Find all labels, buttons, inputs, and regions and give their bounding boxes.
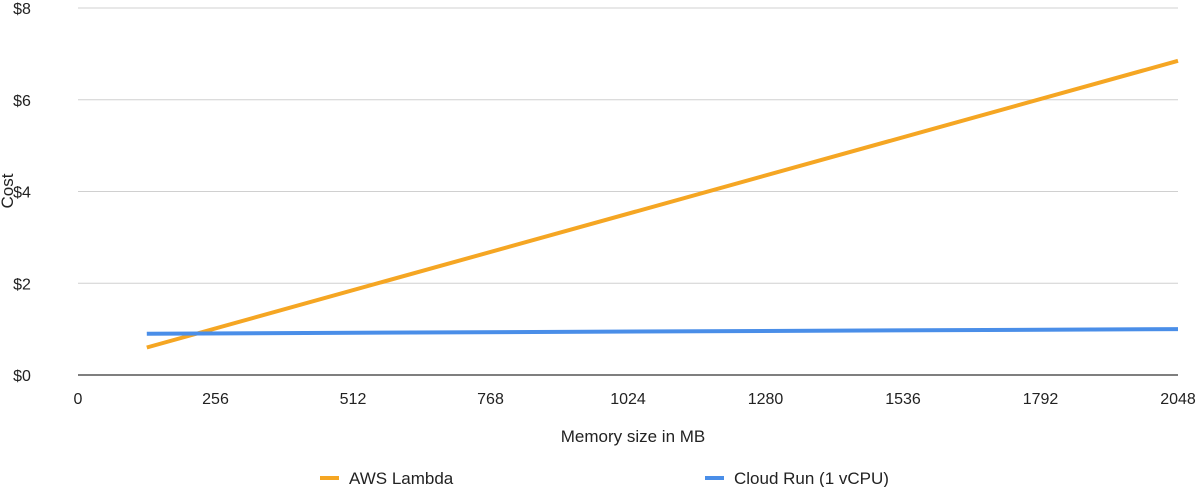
- legend: AWS Lambda Cloud Run (1 vCPU): [320, 469, 889, 487]
- y-tick-label: $6: [13, 93, 31, 110]
- series-line-0: [146, 58, 1179, 350]
- grid-lines: [78, 7, 1178, 284]
- x-tick-label: 2048: [1160, 391, 1196, 408]
- y-tick-label: $2: [13, 276, 31, 293]
- y-tick-label: $4: [13, 185, 31, 202]
- series-lines: [146, 58, 1179, 350]
- legend-label: Cloud Run (1 vCPU): [734, 469, 889, 487]
- y-tick-label: $8: [13, 1, 31, 18]
- x-tick-label: 1024: [610, 391, 646, 408]
- x-tick-label: 1536: [885, 391, 921, 408]
- tick-labels: $0 $2 $4 $6 $8 0 256 512 768 1024 1280 1536 1792 2048: [13, 1, 1196, 408]
- x-axis-title: Memory size in MB: [561, 427, 706, 446]
- series-line-1: [146, 327, 1179, 336]
- legend-label: AWS Lambda: [349, 469, 454, 487]
- y-tick-label: $0: [13, 368, 31, 385]
- x-tick-label: 256: [202, 391, 229, 408]
- x-tick-label: 512: [340, 391, 367, 408]
- x-tick-label: 768: [477, 391, 504, 408]
- y-axis-title: Cost: [0, 173, 17, 208]
- x-tick-label: 1792: [1023, 391, 1059, 408]
- x-tick-label: 0: [74, 391, 83, 408]
- x-tick-label: 1280: [748, 391, 784, 408]
